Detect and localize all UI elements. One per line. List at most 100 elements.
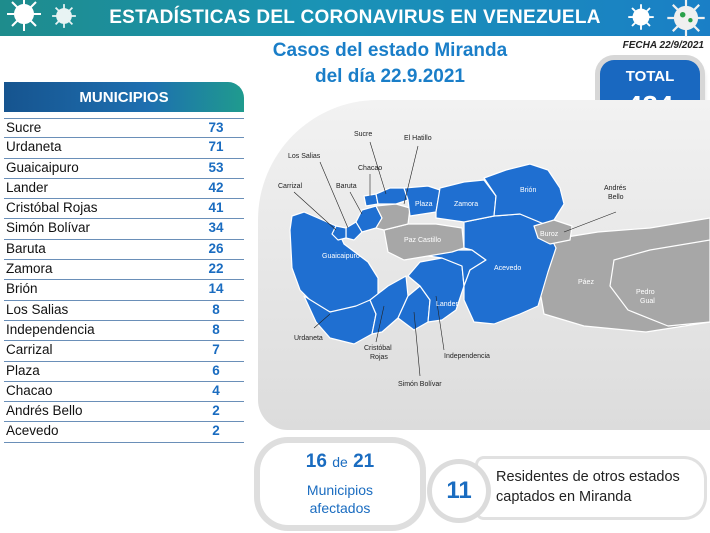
municipio-row: Chacao 4: [4, 382, 244, 403]
municipio-name: Guaicaipuro: [6, 159, 79, 175]
affected-caption-line-1: Municipios: [306, 482, 374, 498]
residents-count: 11: [432, 464, 486, 518]
map-label-acevedo: Acevedo: [494, 265, 521, 272]
municipio-name: Carrizal: [6, 342, 53, 358]
affected-caption: Municipios afectados: [260, 481, 420, 517]
municipio-row: Baruta 26: [4, 240, 244, 261]
municipio-row: Andrés Bello 2: [4, 402, 244, 423]
map-label-independencia: Independencia: [444, 353, 490, 360]
map-label-sucre: Sucre: [354, 131, 372, 138]
municipio-cases: 22: [208, 261, 224, 277]
municipio-cases: 41: [208, 200, 224, 216]
map-region-paz-castillo: [383, 223, 465, 261]
map-label-pedro-gual-2: Gual: [640, 298, 655, 305]
municipio-row: Acevedo 2: [4, 422, 244, 443]
subtitle-line-2: del día 22.9.2021: [315, 66, 465, 87]
map-label-los-salias: Los Salias: [288, 153, 321, 160]
municipio-cases: 2: [212, 403, 220, 419]
map-region-lander: [407, 257, 465, 323]
municipio-row: Brión 14: [4, 280, 244, 301]
municipio-row: Guaicaipuro 53: [4, 159, 244, 179]
map-label-cristobal-rojas-1: Cristóbal: [364, 345, 392, 352]
map-region-sucre: [375, 187, 409, 205]
municipio-cases: 53: [208, 159, 224, 175]
municipio-cases: 4: [212, 382, 220, 398]
map-label-zamora: Zamora: [454, 201, 478, 208]
municipio-cases: 73: [208, 120, 224, 135]
municipio-cases: 34: [208, 220, 224, 236]
affected-de: de: [332, 454, 348, 470]
affected-count-line: 16 de 21: [260, 451, 420, 473]
virus-icon-left: [7, 0, 41, 31]
map-label-chacao: Chacao: [358, 165, 382, 172]
municipio-row: Plaza 6: [4, 362, 244, 382]
municipio-name: Independencia: [6, 321, 95, 337]
municipio-cases: 71: [208, 139, 224, 155]
affected-municipios-box: 16 de 21 Municipios afectados: [260, 443, 420, 525]
municipio-name: Plaza: [6, 362, 40, 378]
map-label-plaza: Plaza: [415, 201, 433, 208]
affected-count: 16: [305, 451, 327, 472]
map-label-pedro-gual-1: Pedro: [636, 289, 655, 296]
municipio-name: Urdaneta: [6, 139, 62, 155]
map-region-el-hatillo: [375, 203, 411, 231]
map-region-guaicaipuro: [289, 211, 379, 313]
municipio-name: Baruta: [6, 240, 46, 256]
affected-total: 21: [353, 451, 375, 472]
municipio-cases: 7: [212, 342, 220, 358]
municipio-name: Acevedo: [6, 423, 59, 439]
municipio-cases: 42: [208, 179, 224, 195]
map-region-brion: [483, 163, 565, 225]
banner-title: ESTADÍSTICAS DEL CORONAVIRUS EN VENEZUEL…: [109, 7, 601, 28]
residents-box: Residentes de otros estados captados en …: [478, 459, 704, 517]
map-label-simon-bolivar: Simón Bolívar: [398, 381, 442, 388]
municipio-name: Cristóbal Rojas: [6, 200, 98, 216]
municipio-name: Los Salias: [6, 301, 69, 317]
municipio-cases: 8: [212, 301, 220, 317]
residents-text: Residentes de otros estados captados en …: [496, 467, 680, 507]
municipio-row: Independencia 8: [4, 321, 244, 342]
municipio-row: Cristóbal Rojas 41: [4, 199, 244, 220]
map-label-buroz: Buroz: [540, 231, 559, 238]
map-label-guaicaipuro: Guaicaipuro: [322, 253, 360, 260]
subtitle-line-1: Casos del estado Miranda: [272, 40, 508, 61]
map-region-buroz: [533, 219, 573, 245]
municipio-name: Andrés Bello: [6, 403, 83, 419]
municipio-name: Chacao: [6, 382, 53, 398]
map-label-andres-bello-2: Bello: [608, 194, 624, 201]
affected-caption-line-2: afectados: [309, 500, 371, 516]
municipio-row: Urdaneta 71: [4, 138, 244, 159]
map-label-urdaneta: Urdaneta: [294, 335, 323, 342]
municipio-name: Zamora: [6, 261, 53, 277]
municipio-name: Lander: [6, 179, 49, 195]
virus-icon-left-2: [52, 4, 76, 28]
miranda-map: Sucre El Hatillo Los Salias Chacao Carri…: [278, 131, 710, 388]
municipio-row: Los Salias 8: [4, 301, 244, 321]
municipios-table: Sucre 73 Urdaneta 71 Guaicaipuro 53 Lander 42 Cr…: [4, 118, 244, 443]
municipio-row: Zamora 22: [4, 260, 244, 281]
municipio-name: Brión: [6, 281, 38, 297]
virus-icon-right: [628, 4, 654, 30]
map-label-paz-castillo: Paz Castillo: [404, 237, 441, 244]
residents-line-2: captados en Miranda: [496, 489, 632, 505]
report-date: FECHA 22/9/2021: [622, 40, 704, 51]
page-subtitle: Casos del estado Miranda del día 22.9.20…: [230, 38, 550, 90]
municipio-name: Simón Bolívar: [6, 220, 91, 236]
municipio-cases: 6: [212, 362, 220, 378]
map-label-carrizal: Carrizal: [278, 183, 303, 190]
municipios-header: MUNICIPIOS: [4, 82, 244, 112]
municipio-row: Simón Bolívar 34: [4, 219, 244, 240]
municipio-row: Lander 42: [4, 179, 244, 200]
municipio-cases: 8: [212, 321, 220, 337]
header-banner: [0, 0, 710, 36]
map-region-pedro-gual: [609, 239, 710, 327]
map-label-andres-bello-1: Andrés: [604, 185, 627, 192]
map-label-cristobal-rojas-2: Rojas: [370, 354, 388, 361]
municipio-name: Sucre: [6, 120, 42, 135]
municipio-cases: 2: [212, 423, 220, 439]
map-label-lander: Lander: [436, 301, 458, 308]
municipio-row: Carrizal 7: [4, 341, 244, 362]
map-label-el-hatillo: El Hatillo: [404, 135, 432, 142]
map-label-paez: Páez: [578, 279, 594, 286]
municipio-cases: 14: [208, 281, 224, 297]
